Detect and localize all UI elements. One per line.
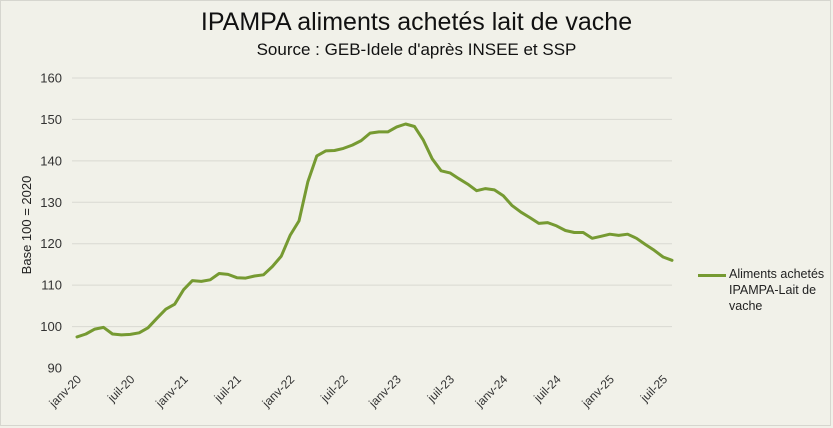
y-axis-ticks: 90 100 110 120 130 140 150 160 [40, 71, 62, 376]
legend-swatch [698, 274, 726, 277]
x-tick-label: janv-20 [46, 372, 85, 411]
x-tick-label: juil-25 [637, 372, 670, 405]
y-tick-label: 160 [40, 71, 62, 86]
x-tick-label: janv-22 [259, 372, 298, 411]
y-tick-label: 130 [40, 195, 62, 210]
y-tick-label: 90 [48, 361, 62, 376]
x-tick-label: juil-24 [530, 372, 563, 405]
series-lines [75, 122, 674, 339]
x-tick-label: janv-25 [579, 372, 618, 411]
chart-subtitle: Source : GEB-Idele d'après INSEE et SSP [256, 40, 577, 59]
chart-title: IPAMPA aliments achetés lait de vache [200, 8, 633, 36]
legend-label: Aliments achetés IPAMPA-Lait de vache [729, 267, 825, 313]
y-axis-label: Base 100 = 2020 [19, 176, 34, 275]
x-tick-label: juil-23 [424, 372, 457, 405]
x-tick-label: janv-21 [152, 372, 191, 411]
series-line [75, 122, 674, 339]
x-tick-label: juil-21 [211, 372, 244, 405]
y-tick-label: 140 [40, 153, 62, 168]
y-tick-label: 150 [40, 112, 62, 127]
y-tick-label: 110 [41, 278, 62, 293]
y-tick-label: 120 [40, 236, 62, 251]
x-tick-label: juil-20 [104, 372, 137, 405]
gridlines [72, 77, 672, 328]
x-tick-label: juil-22 [317, 372, 350, 405]
y-tick-label: 100 [40, 319, 62, 334]
x-tick-label: janv-23 [365, 372, 404, 411]
x-tick-label: janv-24 [472, 372, 511, 411]
x-axis-ticks: janv-20 juil-20 janv-21 juil-21 janv-22 juil-… [46, 372, 671, 411]
